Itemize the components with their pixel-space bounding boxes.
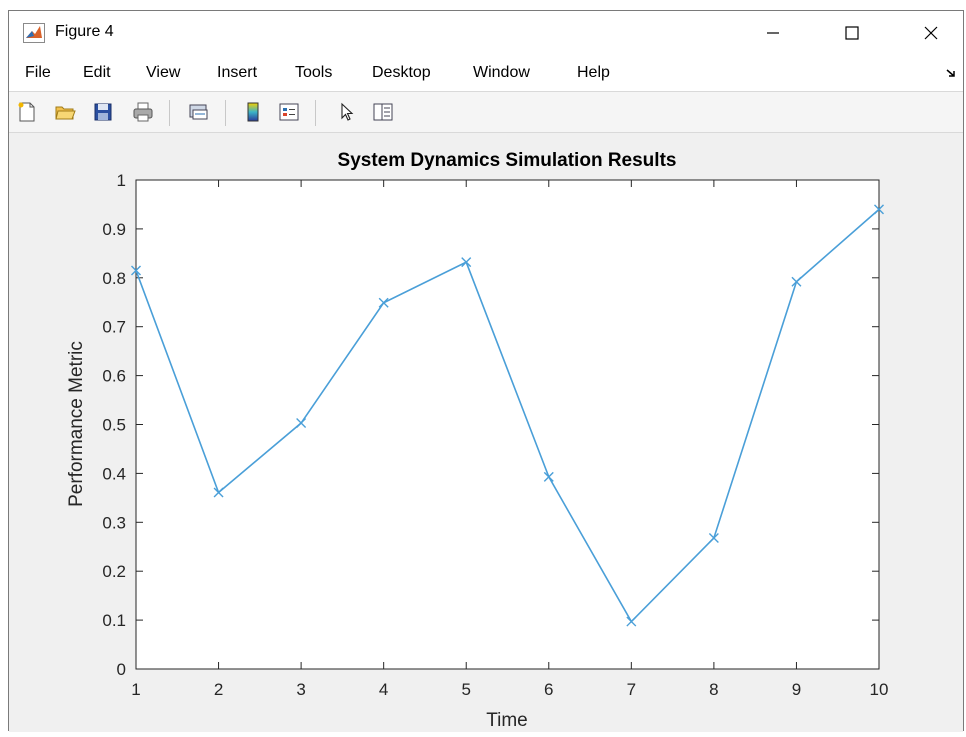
x-tick-label: 8 (709, 680, 718, 699)
title-bar[interactable]: Figure 4 (9, 11, 963, 55)
data-series (131, 204, 884, 627)
plot-svg[interactable]: System Dynamics Simulation Results 00.10… (9, 133, 963, 732)
open-file-icon (55, 106, 76, 120)
edit-plot-button[interactable] (335, 101, 359, 123)
x-axis: 1 2 3 4 5 6 7 8 9 10 (131, 180, 888, 699)
x-tick-label: 10 (870, 680, 889, 699)
property-inspector-icon (373, 103, 393, 121)
x-tick-label: 5 (461, 680, 470, 699)
figure-canvas: System Dynamics Simulation Results 0 0.1 0… (9, 133, 963, 732)
edit-plot-icon (341, 102, 354, 121)
window-title: Figure 4 (55, 23, 114, 40)
y-tick-label: 0.3 (102, 513, 126, 532)
minimize-icon (767, 32, 779, 34)
data-point-marker (874, 204, 884, 215)
y-tick-label: 0.4 (102, 464, 126, 483)
close-icon (924, 26, 938, 40)
insert-legend-icon (279, 103, 299, 121)
data-point-marker (461, 257, 472, 268)
menu-bar: File Edit View Insert Tools Desktop Wind… (9, 55, 963, 91)
data-point-marker (378, 297, 389, 308)
print-button[interactable] (131, 101, 155, 123)
link-plot-button[interactable] (187, 101, 211, 123)
y-axis: 0 0.1 0.2 0.3 0.4 0.5 0.6 0.7 0.8 0.9 1 (102, 171, 879, 679)
toolbar-separator (225, 100, 226, 126)
save-button[interactable] (91, 101, 115, 123)
menu-file[interactable]: File (25, 64, 51, 81)
x-tick-label: 9 (792, 680, 801, 699)
x-axis-label: Time (486, 710, 528, 731)
x-tick-label: 7 (627, 680, 636, 699)
minimize-button[interactable] (750, 17, 796, 49)
menu-insert[interactable]: Insert (217, 64, 258, 81)
y-axis-label: Performance Metric (66, 341, 87, 507)
new-figure-button[interactable] (15, 101, 39, 123)
data-point-marker (543, 471, 554, 482)
insert-colorbar-icon (247, 102, 259, 122)
menu-desktop[interactable]: Desktop (372, 64, 431, 81)
data-point-marker (791, 276, 802, 287)
save-icon (94, 103, 112, 121)
y-tick-label: 0.7 (102, 318, 126, 337)
x-tick-label: 4 (379, 680, 388, 699)
open-file-button[interactable] (53, 101, 77, 123)
y-tick-label: 0.1 (102, 611, 126, 630)
y-tick-label: 0.5 (102, 416, 126, 435)
chart-title: System Dynamics Simulation Results (338, 150, 677, 171)
toolbar-separator (315, 100, 316, 126)
maximize-icon (845, 26, 859, 40)
x-tick-label: 2 (214, 680, 223, 699)
link-plot-icon (189, 104, 208, 120)
x-tick-label: 3 (296, 680, 305, 699)
matlab-logo-icon (23, 23, 45, 43)
menu-edit[interactable]: Edit (83, 64, 111, 81)
data-point-marker (213, 487, 224, 498)
maximize-button[interactable] (829, 17, 875, 49)
x-tick-label: 6 (544, 680, 553, 699)
axes-box[interactable] (135, 179, 880, 670)
menu-help[interactable]: Help (577, 64, 610, 81)
toolbar-separator (169, 100, 170, 126)
figure-toolbar (9, 91, 963, 133)
insert-colorbar-button[interactable] (241, 101, 265, 123)
property-inspector-button[interactable] (371, 101, 395, 123)
menu-tools[interactable]: Tools (295, 64, 333, 81)
data-point-marker (131, 265, 141, 276)
close-button[interactable] (908, 17, 954, 49)
y-tick-label: 0 (117, 660, 126, 679)
data-point-marker (626, 616, 637, 627)
data-point-marker (296, 418, 307, 429)
y-tick-label: 0.6 (102, 367, 126, 386)
y-tick-label: 0.2 (102, 562, 126, 581)
figure-window: Figure 4 File Edit View Insert Tools Des… (8, 10, 964, 732)
insert-legend-button[interactable] (277, 101, 301, 123)
series-line (135, 208, 880, 623)
x-tick-label: 1 (131, 680, 140, 699)
menu-view[interactable]: View (146, 64, 181, 81)
new-figure-icon (18, 102, 35, 122)
dock-arrow-icon[interactable] (945, 67, 957, 79)
y-tick-label: 0.8 (102, 269, 126, 288)
data-point-marker (708, 532, 719, 543)
y-tick-label: 1 (117, 171, 126, 190)
y-tick-label: 0.9 (102, 220, 126, 239)
print-icon (133, 102, 153, 122)
menu-window[interactable]: Window (473, 64, 530, 81)
